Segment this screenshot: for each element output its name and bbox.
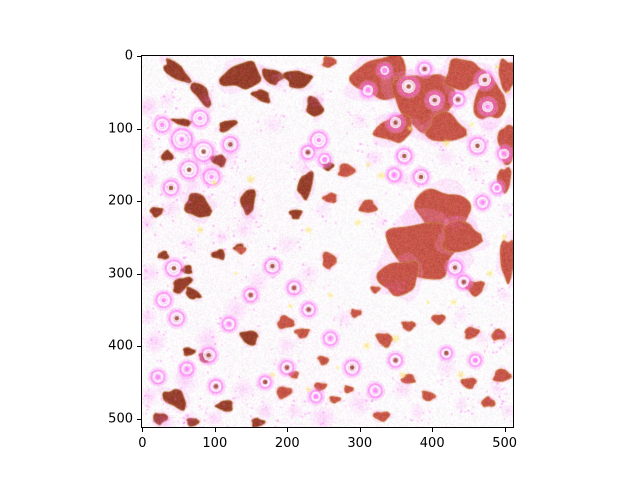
tick-mark xyxy=(137,56,141,58)
y-tick-label: 300 xyxy=(108,266,133,282)
tick-mark xyxy=(214,428,216,432)
tick-mark xyxy=(137,201,141,203)
tick-mark xyxy=(142,428,144,432)
tick-mark xyxy=(504,428,506,432)
x-tick-label: 500 xyxy=(492,436,518,451)
y-tick-label: 100 xyxy=(108,121,133,137)
tick-mark xyxy=(137,128,141,130)
tick-mark xyxy=(287,428,289,432)
tick-mark xyxy=(432,428,434,432)
x-tick-label: 0 xyxy=(138,436,147,451)
y-tick-label: 500 xyxy=(108,411,133,427)
x-tick-label: 200 xyxy=(274,436,300,451)
x-tick-label: 400 xyxy=(419,436,445,451)
micrograph-image xyxy=(142,56,513,427)
tick-mark xyxy=(137,273,141,275)
tick-mark xyxy=(137,346,141,348)
y-tick-label: 0 xyxy=(124,48,133,64)
tick-mark xyxy=(359,428,361,432)
axes-frame xyxy=(141,55,514,428)
y-tick-label: 200 xyxy=(108,193,133,209)
x-tick-label: 100 xyxy=(202,436,228,451)
y-tick-label: 400 xyxy=(108,338,133,354)
tick-mark xyxy=(137,418,141,420)
x-tick-label: 300 xyxy=(347,436,373,451)
